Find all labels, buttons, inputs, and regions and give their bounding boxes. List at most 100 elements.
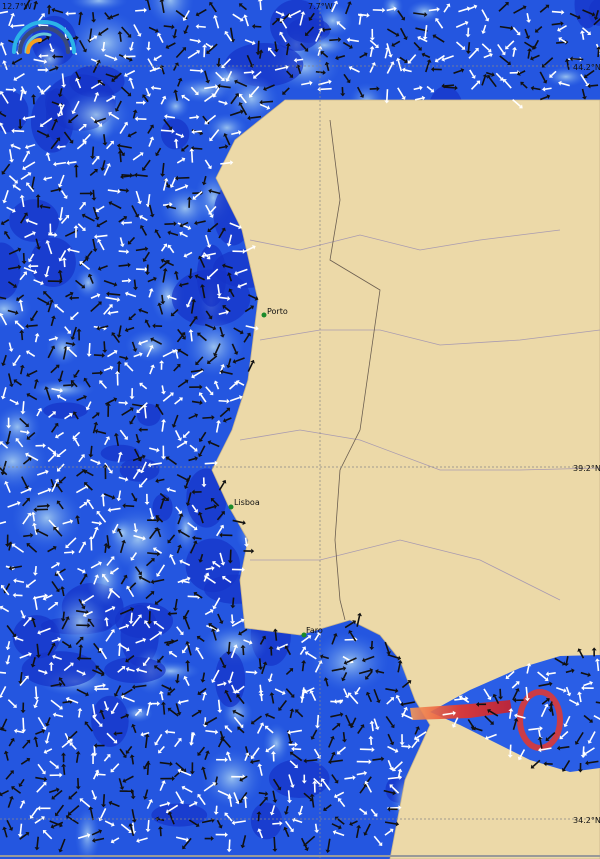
current-arrow xyxy=(2,826,8,838)
current-arrow xyxy=(29,807,39,819)
current-arrow xyxy=(20,487,32,494)
current-arrow xyxy=(117,642,123,656)
current-arrow xyxy=(10,143,21,150)
current-arrow xyxy=(343,657,357,665)
current-arrow xyxy=(484,715,494,725)
current-arrow xyxy=(221,263,233,269)
current-arrow xyxy=(300,42,309,52)
current-arrow xyxy=(540,703,549,718)
current-arrow xyxy=(160,243,168,252)
current-arrow xyxy=(279,18,288,29)
current-arrow xyxy=(91,837,105,843)
current-arrow xyxy=(189,315,198,327)
current-arrow xyxy=(421,52,431,59)
current-arrow xyxy=(9,149,14,163)
current-arrow xyxy=(177,348,189,357)
current-arrow xyxy=(244,752,250,761)
current-arrow xyxy=(563,715,571,728)
current-arrow xyxy=(32,565,38,576)
current-arrow xyxy=(177,379,189,388)
current-arrow xyxy=(246,54,255,68)
current-arrow xyxy=(96,325,109,331)
current-arrow xyxy=(124,326,135,333)
current-arrow xyxy=(220,160,234,166)
current-arrow xyxy=(284,645,292,656)
city-porto[interactable]: Porto xyxy=(261,307,288,318)
current-arrow xyxy=(78,124,87,132)
current-arrow xyxy=(23,617,32,627)
current-arrow xyxy=(330,712,344,718)
current-arrow xyxy=(155,515,164,523)
current-arrow xyxy=(19,675,29,686)
current-arrow xyxy=(158,745,165,754)
current-arrow xyxy=(384,89,390,104)
current-arrow xyxy=(1,354,7,367)
current-arrow xyxy=(47,601,59,611)
current-arrow xyxy=(217,83,231,89)
current-arrow xyxy=(35,194,41,208)
current-arrow xyxy=(303,758,318,764)
current-arrow xyxy=(100,160,106,171)
current-arrow xyxy=(577,762,583,773)
current-arrow xyxy=(400,701,416,707)
current-arrow xyxy=(81,594,95,604)
current-arrow xyxy=(333,791,345,799)
current-arrow xyxy=(0,605,10,613)
current-arrow xyxy=(76,655,92,661)
current-arrow xyxy=(173,89,179,101)
current-arrow xyxy=(92,370,104,376)
current-arrow xyxy=(138,339,149,346)
current-arrow xyxy=(0,464,8,476)
current-arrow xyxy=(315,70,326,76)
current-arrow xyxy=(122,503,135,509)
current-arrow xyxy=(160,162,166,177)
current-arrow xyxy=(51,7,64,14)
speed-patch xyxy=(0,290,32,329)
current-arrow xyxy=(119,539,127,554)
current-arrow xyxy=(458,695,470,703)
current-arrow xyxy=(35,643,41,658)
speed-patch xyxy=(52,589,109,654)
current-arrow xyxy=(213,380,220,390)
current-arrow xyxy=(117,666,126,673)
current-arrow xyxy=(10,23,25,29)
current-arrow xyxy=(219,363,225,375)
current-arrow xyxy=(162,267,168,283)
current-arrow xyxy=(150,337,163,345)
current-arrow xyxy=(127,236,136,245)
current-arrow xyxy=(414,726,420,735)
current-arrow xyxy=(37,716,47,730)
current-arrow xyxy=(268,645,274,656)
current-arrow xyxy=(369,46,375,58)
current-arrow xyxy=(231,684,237,694)
current-arrow xyxy=(401,744,412,750)
current-arrow xyxy=(219,369,233,375)
current-arrow xyxy=(19,329,25,341)
current-arrow xyxy=(175,506,182,515)
current-arrow xyxy=(0,521,7,525)
current-arrow xyxy=(164,729,176,735)
current-arrow xyxy=(399,56,408,64)
current-arrow xyxy=(238,628,248,636)
current-arrow xyxy=(227,795,233,807)
current-arrow xyxy=(58,838,66,853)
speed-gauge-icon[interactable] xyxy=(12,20,76,54)
current-arrow xyxy=(99,380,108,389)
current-arrow xyxy=(76,622,91,628)
current-arrow xyxy=(178,282,189,288)
current-arrow xyxy=(7,309,19,316)
current-arrow xyxy=(116,143,132,149)
current-arrow xyxy=(232,519,246,526)
current-arrow xyxy=(583,714,593,723)
city-faro[interactable]: Faro xyxy=(301,626,323,638)
current-arrow xyxy=(93,686,109,692)
current-arrow xyxy=(285,688,295,698)
city-lisboa[interactable]: Lisboa xyxy=(228,498,260,510)
current-arrow xyxy=(232,13,244,22)
current-arrow xyxy=(465,42,471,55)
current-arrow xyxy=(95,205,105,213)
current-arrow xyxy=(289,751,303,762)
current-arrow xyxy=(188,801,198,808)
current-arrow xyxy=(596,46,600,58)
